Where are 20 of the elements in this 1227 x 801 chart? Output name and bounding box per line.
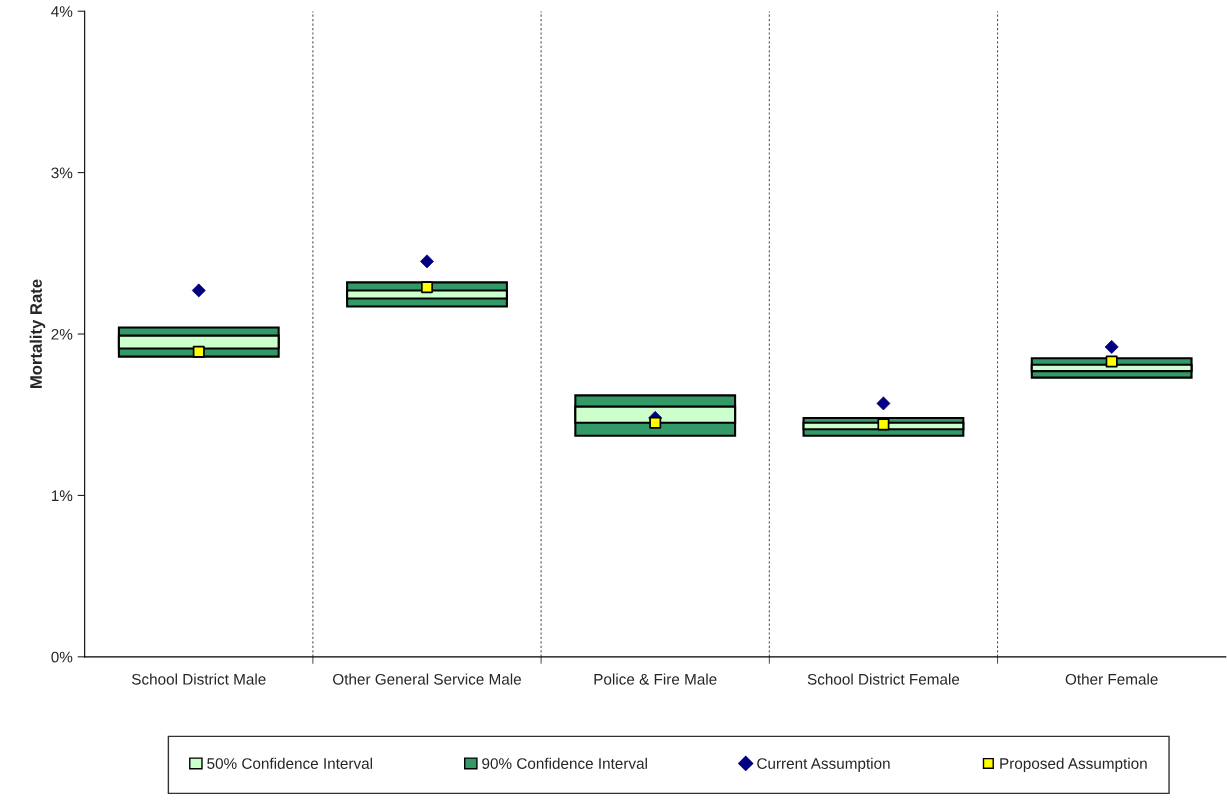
- point: [1105, 355, 1118, 368]
- point: [192, 345, 205, 358]
- y-tick-label: 4%: [51, 6, 73, 17]
- y-tick-label: 2%: [51, 328, 73, 340]
- x-tick-label: School District Male: [131, 673, 266, 685]
- y-axis-title: Mortality Rate: [29, 279, 46, 388]
- legend-label: 50% Confidence Interval: [207, 757, 373, 769]
- x-tick-label: Other Female: [1065, 673, 1158, 685]
- x-tick-label: Other General Service Male: [333, 673, 521, 685]
- y-tick-label: 1%: [51, 490, 73, 502]
- legend-label: Proposed Assumption: [1000, 757, 1147, 772]
- legend-label: 90% Confidence Interval: [482, 757, 647, 769]
- legend-label: Current Assumption: [757, 757, 890, 772]
- x-tick-label: Police & Fire Male: [594, 673, 717, 685]
- y-tick-label: 0%: [51, 651, 73, 663]
- x-tick-label: School District Female: [807, 673, 960, 685]
- point: [649, 416, 662, 429]
- point: [877, 418, 890, 431]
- point: [421, 281, 433, 294]
- y-tick-label: 3%: [51, 167, 73, 179]
